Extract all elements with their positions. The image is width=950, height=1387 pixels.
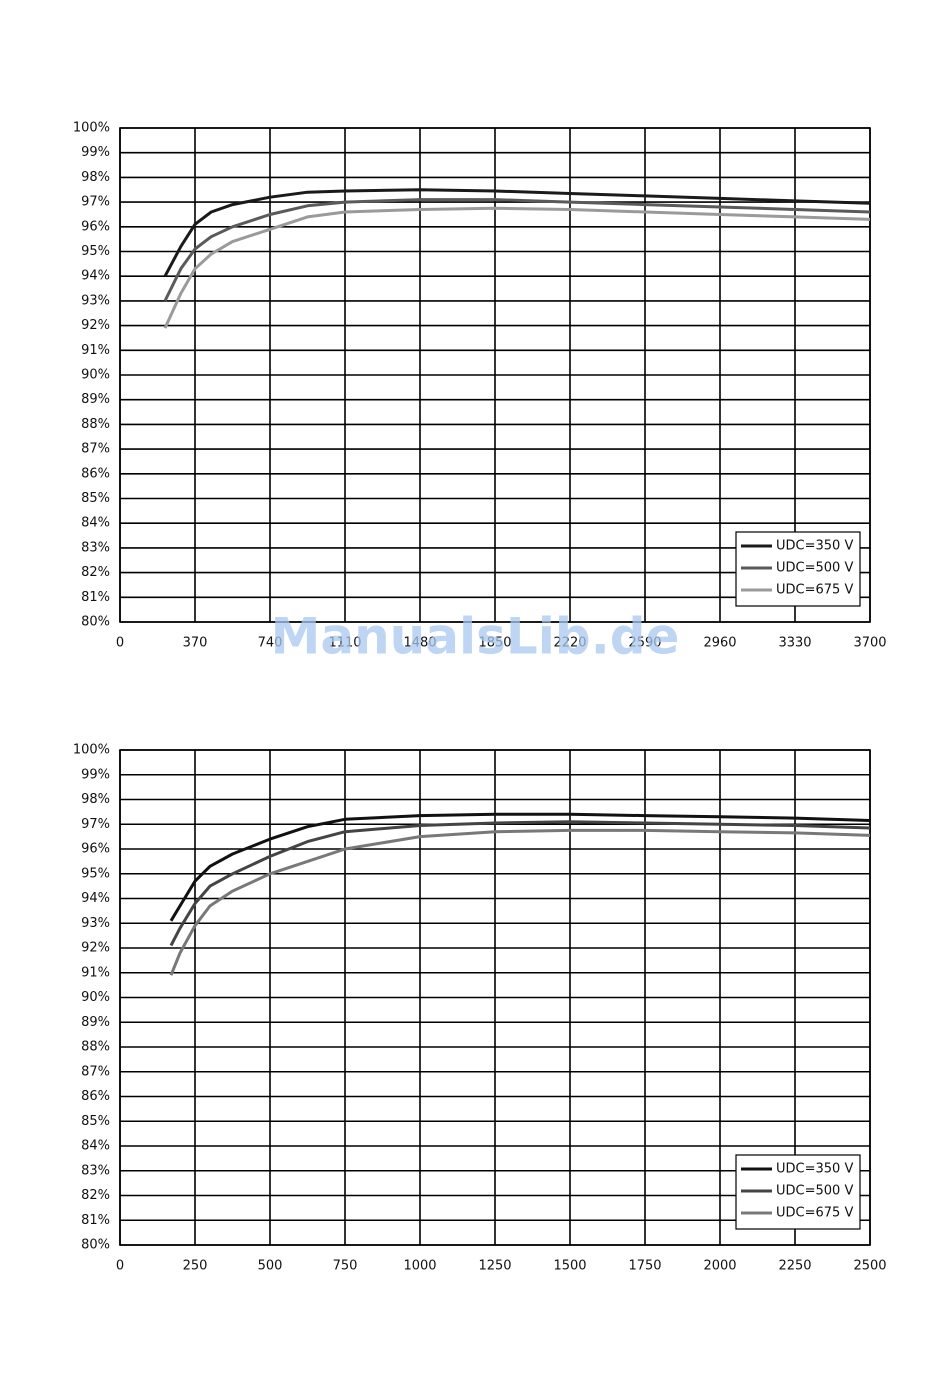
y-tick-label: 87% [81,442,110,457]
x-tick-label: 1110 [328,636,361,651]
y-tick-label: 98% [81,792,110,807]
y-tick-label: 99% [81,767,110,782]
x-tick-label: 3700 [853,636,886,651]
y-tick-label: 96% [81,219,110,234]
legend-label: UDC=350 V [776,539,853,554]
y-tick-label: 92% [81,318,110,333]
y-tick-label: 86% [81,466,110,481]
x-tick-label: 750 [333,1259,358,1274]
y-tick-label: 84% [81,1139,110,1154]
legend-label: UDC=350 V [776,1162,853,1177]
y-tick-label: 96% [81,842,110,857]
y-tick-label: 90% [81,368,110,383]
x-tick-label: 2590 [628,636,661,651]
series-line [169,812,871,922]
x-tick-label: 2960 [703,636,736,651]
x-tick-label: 2250 [778,1259,811,1274]
y-tick-label: 81% [81,590,110,605]
x-tick-label: 0 [116,636,124,651]
y-tick-label: 90% [81,990,110,1005]
x-tick-label: 2220 [553,636,586,651]
x-tick-label: 1480 [403,636,436,651]
x-tick-label: 1850 [478,636,511,651]
plot-border [119,127,871,623]
y-tick-label: 89% [81,1015,110,1030]
x-tick-label: 500 [258,1259,283,1274]
plot-border [119,749,871,1246]
y-tick-label: 94% [81,269,110,284]
legend-label: UDC=500 V [776,561,853,576]
y-tick-label: 82% [81,1188,110,1203]
x-tick-label: 370 [183,636,208,651]
y-tick-label: 86% [81,1089,110,1104]
y-tick-label: 97% [81,195,110,210]
x-tick-label: 740 [258,636,283,651]
y-tick-label: 100% [73,121,110,136]
y-tick-label: 84% [81,516,110,531]
y-tick-label: 95% [81,866,110,881]
y-tick-label: 82% [81,565,110,580]
y-tick-label: 80% [81,1238,110,1253]
x-tick-label: 0 [116,1259,124,1274]
y-tick-label: 89% [81,392,110,407]
y-tick-label: 92% [81,941,110,956]
y-tick-label: 87% [81,1064,110,1079]
x-tick-label: 250 [183,1259,208,1274]
legend-label: UDC=675 V [776,583,853,598]
y-tick-label: 80% [81,615,110,630]
y-tick-label: 91% [81,965,110,980]
series-line [163,198,871,302]
x-tick-label: 1750 [628,1259,661,1274]
watermark: ManualsLib.de [271,608,680,666]
y-tick-label: 93% [81,293,110,308]
legend-label: UDC=500 V [776,1184,853,1199]
y-tick-label: 85% [81,1114,110,1129]
y-tick-label: 88% [81,417,110,432]
y-tick-label: 83% [81,540,110,555]
y-tick-label: 81% [81,1213,110,1228]
legend-label: UDC=675 V [776,1206,853,1221]
y-tick-label: 91% [81,343,110,358]
series-line [163,188,871,277]
y-tick-label: 85% [81,491,110,506]
y-tick-label: 88% [81,1040,110,1055]
y-tick-label: 98% [81,170,110,185]
series-line [163,206,871,329]
y-tick-label: 83% [81,1163,110,1178]
y-tick-label: 97% [81,817,110,832]
x-tick-label: 2500 [853,1259,886,1274]
x-tick-label: 1000 [403,1259,436,1274]
x-tick-label: 2000 [703,1259,736,1274]
y-tick-label: 99% [81,145,110,160]
series-line [169,820,871,947]
y-tick-label: 95% [81,244,110,259]
y-tick-label: 93% [81,916,110,931]
y-tick-label: 94% [81,891,110,906]
series-line [169,828,871,976]
x-tick-label: 3330 [778,636,811,651]
y-tick-label: 100% [73,743,110,758]
x-tick-label: 1250 [478,1259,511,1274]
x-tick-label: 1500 [553,1259,586,1274]
